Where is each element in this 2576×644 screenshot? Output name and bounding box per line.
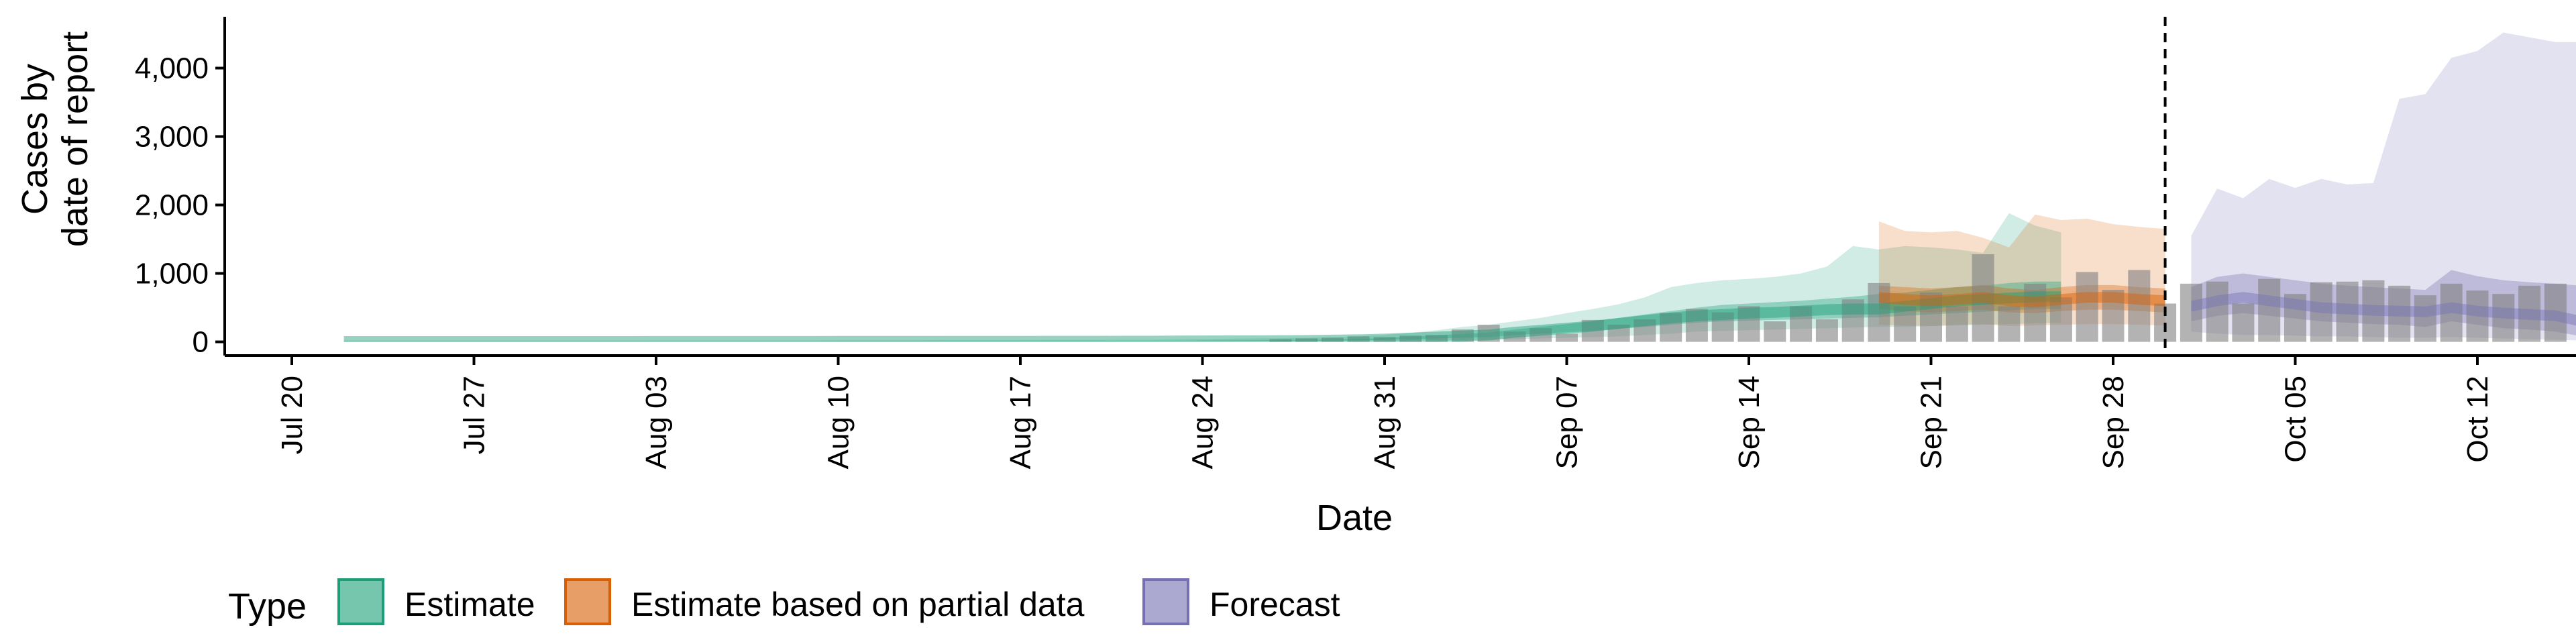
reported-cases-bar — [2518, 285, 2541, 342]
reported-cases-bar — [1373, 337, 1396, 342]
reported-cases-bar — [2310, 282, 2332, 342]
reported-cases-bar — [1556, 333, 1578, 342]
reported-cases-bar — [1660, 313, 1682, 342]
reported-cases-bar — [2336, 281, 2359, 342]
reported-cases-bar — [1399, 335, 1422, 342]
reported-cases-bar — [1503, 331, 1526, 342]
x-axis-title: Date — [1316, 498, 1393, 538]
reported-cases-bar — [2102, 290, 2125, 342]
axes: 0 1,000 2,000 3,000 4,000 Jul 20 Jul 27 Aug 03… — [135, 17, 2576, 469]
estimate-based-on-partial-data-median-band — [1878, 292, 2165, 308]
reported-cases-bar — [2206, 281, 2229, 342]
reported-cases-bar — [1269, 339, 1292, 342]
estimate-ci90-band — [343, 213, 2061, 342]
reported-cases-bar — [1295, 338, 1318, 342]
reported-cases-bar — [1426, 335, 1448, 342]
legend-label-estimate: Estimate — [405, 586, 535, 623]
legend: Type Estimate Estimate based on partial d… — [228, 578, 1340, 627]
y-axis-title-line-2: date of report — [55, 32, 95, 247]
x-tick-label: Sep 28 — [2097, 376, 2130, 469]
y-tick-label: 1,000 — [135, 258, 209, 290]
reported-cases-bar — [2258, 278, 2281, 342]
x-tick-label: Oct 12 — [2461, 376, 2494, 463]
reported-cases-bar — [1737, 306, 1760, 342]
reported-cases-bar — [1581, 319, 1604, 342]
y-tick-label: 2,000 — [135, 189, 209, 222]
legend-swatch-forecast — [1142, 578, 1189, 625]
reported-cases-bar — [2544, 283, 2567, 342]
x-axis-ticks: Jul 20 Jul 27 Aug 03 Aug 10 Aug 17 Aug 24 Aug … — [276, 356, 2494, 469]
reported-cases-bar — [1972, 254, 1994, 342]
reported-cases-bar — [1998, 306, 2021, 342]
reported-cases-bar — [2232, 303, 2255, 342]
y-tick-label: 4,000 — [135, 52, 209, 85]
legend-title: Type — [228, 586, 307, 627]
x-tick-label: Aug 31 — [1368, 376, 1401, 469]
reported-cases-bar — [2440, 283, 2463, 342]
reported-cases-bar — [2362, 280, 2385, 342]
estimate-ci50-band — [343, 281, 2061, 342]
legend-items: Estimate Estimate based on partial data Fo… — [337, 578, 1340, 625]
x-tick-label: Aug 10 — [822, 376, 855, 469]
legend-swatch-estimate — [337, 578, 384, 625]
x-tick-label: Sep 07 — [1551, 376, 1584, 469]
reported-cases-bar — [1815, 319, 1838, 342]
x-tick-label: Oct 05 — [2279, 376, 2312, 463]
y-axis-ticks: 0 1,000 2,000 3,000 4,000 — [135, 52, 225, 359]
reported-cases-bar — [1607, 325, 1630, 342]
legend-swatch-estimate-based-on-partial-data — [564, 578, 611, 625]
x-tick-label: Aug 24 — [1187, 376, 1220, 469]
x-tick-label: Sep 21 — [1915, 376, 1948, 469]
reported-cases-bar — [2414, 295, 2436, 342]
reported-cases-bar — [1920, 292, 1942, 342]
legend-label-forecast: Forecast — [1210, 586, 1340, 623]
reported-cases-bar — [1711, 312, 1734, 342]
reported-cases-bar — [1321, 337, 1344, 342]
y-tick-label: 0 — [193, 326, 209, 359]
estimate-median-band — [343, 291, 2061, 342]
reported-cases-bar — [1945, 306, 1968, 342]
reported-cases-bar — [1451, 329, 1474, 342]
reported-cases-bar — [2388, 285, 2411, 342]
x-tick-label: Sep 14 — [1733, 376, 1766, 469]
reported-cases-bar — [2024, 283, 2047, 342]
reported-cases-bar — [1529, 328, 1552, 342]
reported-cases-bar — [1685, 309, 1708, 342]
reported-cases-bar — [2466, 290, 2489, 342]
reported-cases-bars — [1269, 254, 2567, 342]
median-bands — [343, 291, 2576, 342]
reported-cases-bar — [2284, 294, 2306, 342]
x-tick-label: Aug 17 — [1004, 376, 1037, 469]
x-tick-label: Jul 20 — [276, 376, 309, 454]
forecast-median-band — [2191, 292, 2576, 326]
reported-cases-bar — [1790, 306, 1813, 342]
reported-cases-bar — [1347, 336, 1370, 342]
reported-cases-bar — [1633, 319, 1656, 342]
reported-cases-bar — [2180, 283, 2202, 342]
plot-area — [343, 17, 2576, 356]
reported-cases-bar — [2128, 270, 2151, 342]
reported-cases-bar — [1841, 299, 1864, 342]
y-tick-label: 3,000 — [135, 121, 209, 154]
y-axis-title-line-1: Cases by — [15, 64, 55, 215]
forecast-ci90-band — [2191, 32, 2576, 341]
x-tick-label: Jul 27 — [458, 376, 491, 454]
legend-label-estimate-based-on-partial-data: Estimate based on partial data — [631, 586, 1085, 623]
reported-cases-bar — [1477, 325, 1500, 342]
reported-cases-bar — [2076, 272, 2098, 342]
reported-cases-bar — [1894, 306, 1917, 342]
reported-cases-bar — [1868, 282, 1890, 342]
reported-cases-bar — [1764, 321, 1786, 342]
reported-cases-bar — [2492, 294, 2515, 342]
x-tick-label: Aug 03 — [640, 376, 673, 469]
reported-cases-bar — [2049, 297, 2072, 342]
